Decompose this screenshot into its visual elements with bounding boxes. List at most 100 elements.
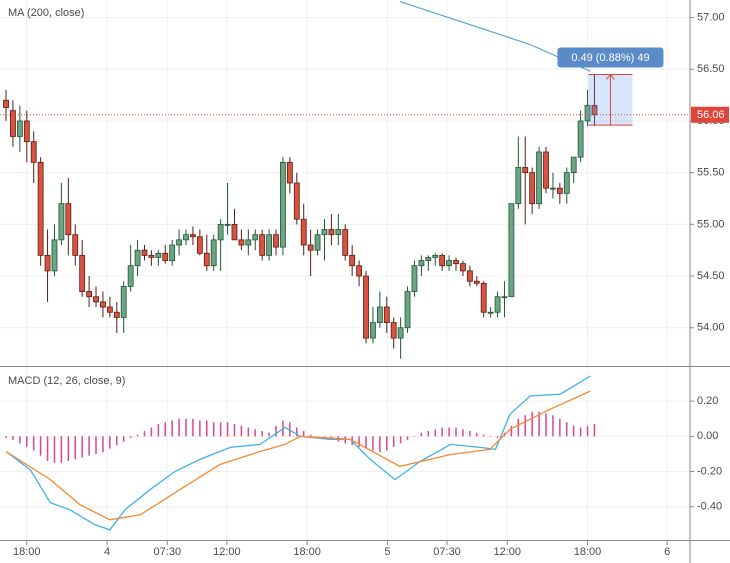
price-pane [0, 1, 690, 359]
candle-body [293, 182, 300, 220]
histogram-bar [74, 436, 77, 460]
histogram-bar [531, 411, 533, 437]
histogram-bar [489, 436, 492, 437]
x-tick-label: 07:30 [433, 546, 461, 558]
candle-body [536, 151, 542, 205]
candle-body [439, 254, 446, 267]
candle-body [376, 306, 383, 323]
candle-body [363, 275, 369, 339]
candle-body [280, 161, 286, 248]
candle-body [37, 161, 44, 256]
histogram-bar [150, 427, 153, 437]
candle-body [266, 234, 272, 256]
candle-body [286, 161, 293, 184]
y-tick-label: 0.20 [697, 395, 718, 407]
y-tick-label: -0.40 [697, 501, 722, 513]
candle-body [44, 254, 51, 272]
candle-body [383, 306, 390, 323]
last-price-label: 56.06 [697, 109, 725, 121]
candle-body [563, 172, 570, 194]
candle-body [356, 265, 362, 277]
histogram-bar [275, 425, 277, 437]
candle-body [245, 239, 252, 246]
candle-body [169, 244, 176, 261]
x-tick-label: 18:00 [574, 546, 602, 558]
measure-label: 0.49 (0.88%) 49 [571, 52, 649, 64]
candle-body [113, 311, 120, 318]
candle-body [550, 187, 556, 190]
candle-body [529, 172, 536, 205]
candle-body [515, 167, 522, 205]
candle-body [522, 167, 529, 174]
histogram-bar [46, 436, 49, 461]
histogram-bar [427, 431, 430, 437]
candle-body [127, 265, 134, 287]
histogram-bar [316, 436, 319, 437]
histogram-bar [372, 436, 374, 451]
candle-body [231, 223, 238, 241]
candle-body [543, 151, 549, 189]
histogram-bar [358, 436, 360, 447]
candle-body [155, 252, 162, 258]
candle-body [190, 234, 196, 238]
candle-body [93, 296, 99, 303]
histogram-bar [268, 432, 270, 437]
histogram-bar [538, 411, 540, 437]
histogram-bar [496, 436, 499, 439]
histogram-bar [309, 434, 312, 437]
candle-body [307, 244, 314, 251]
histogram-bar [206, 420, 208, 437]
y-tick-label: 54.50 [697, 270, 725, 282]
y-tick-label: 55.50 [697, 167, 725, 179]
histogram-bar [81, 436, 83, 458]
candle-body [370, 322, 376, 339]
x-tick-label: 12:00 [213, 546, 241, 558]
candle-body [162, 252, 169, 261]
candle-body [342, 229, 349, 256]
candle-body [100, 301, 106, 308]
candle-body [418, 260, 425, 267]
candle-body [349, 254, 356, 267]
x-tick-label: 5 [384, 546, 390, 558]
histogram-bar [517, 418, 520, 437]
candle-body [487, 311, 494, 314]
candle-body [217, 223, 224, 241]
histogram-bar [524, 415, 526, 437]
candle-body [328, 229, 335, 236]
histogram-bar [39, 436, 42, 456]
measure-label-box [557, 47, 664, 68]
x-tick-label: 6 [664, 546, 670, 558]
candle-body [224, 223, 231, 226]
candle-body [238, 239, 245, 246]
histogram-bar [226, 422, 229, 437]
candle-body [432, 254, 439, 258]
x-tick-label: 18:00 [293, 546, 321, 558]
candle-body [446, 260, 452, 267]
candle-body [148, 254, 155, 258]
histogram-bar [455, 427, 457, 437]
histogram-bar [289, 422, 291, 437]
candle-body [570, 156, 577, 174]
x-tick-label: 18:00 [13, 546, 41, 558]
histogram-bar [32, 436, 35, 451]
histogram-bar [420, 432, 423, 437]
candle-body [72, 234, 79, 256]
histogram-bar [462, 429, 464, 437]
histogram-bar [164, 422, 166, 437]
candle-body [273, 234, 279, 248]
histogram-bar [171, 420, 173, 437]
candle-body [508, 203, 515, 298]
last-price-tag [691, 106, 729, 123]
histogram-bar [199, 420, 201, 437]
histogram-bar [212, 422, 215, 437]
histogram-bar [399, 436, 402, 444]
histogram-bar [392, 436, 395, 447]
y-tick-label: 57.00 [697, 11, 725, 23]
histogram-bar [116, 436, 118, 446]
candle-body [196, 236, 203, 254]
candle-body [584, 105, 591, 122]
histogram-bar [136, 434, 139, 437]
candle-body [183, 234, 189, 241]
candle-body [473, 280, 480, 284]
